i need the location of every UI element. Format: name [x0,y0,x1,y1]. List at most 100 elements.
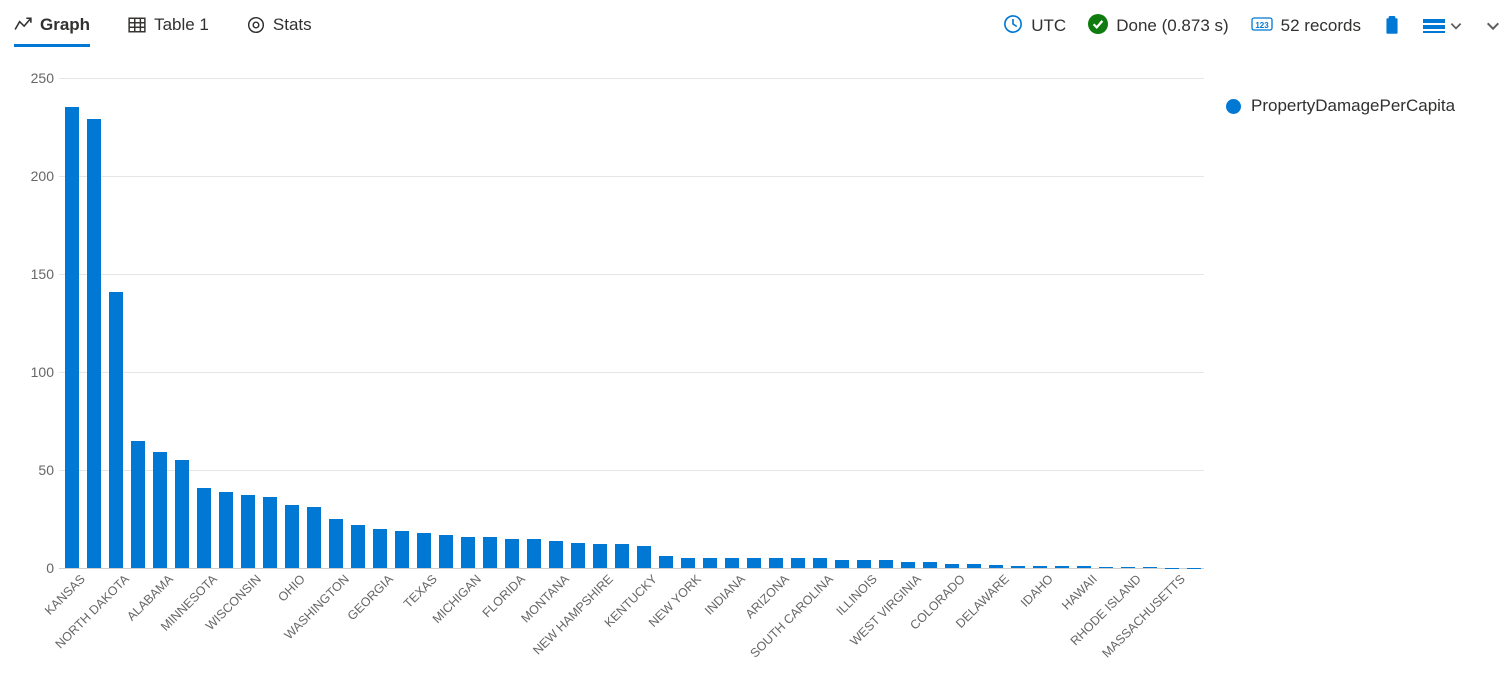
plot-area [58,78,1204,568]
graph-icon [14,16,32,34]
chart-bar[interactable] [505,539,519,568]
chart-container: 050100150200250 KANSASNORTH DAKOTAALABAM… [10,70,1210,670]
chart-bar[interactable] [417,533,431,568]
chart-bar[interactable] [1121,567,1135,568]
chart-bar[interactable] [835,560,849,568]
timezone-label: UTC [1031,16,1066,36]
chart-bar[interactable] [923,562,937,568]
chart-bar[interactable] [725,558,739,568]
gridline [59,274,1204,275]
x-tick-label: GEORGIA [345,572,396,623]
chart-legend[interactable]: PropertyDamagePerCapita [1226,96,1455,116]
chart-bar[interactable] [65,107,79,568]
view-tabs: Graph Table 1 Stats [14,5,312,47]
tab-graph[interactable]: Graph [14,5,90,47]
chart-bar[interactable] [945,564,959,568]
tab-label: Graph [40,15,90,35]
gridline [59,372,1204,373]
chart-bar[interactable] [681,558,695,568]
chart-bar[interactable] [549,541,563,568]
layout-menu-button[interactable] [1423,18,1463,34]
tab-table[interactable]: Table 1 [128,5,209,47]
chart-bar[interactable] [703,558,717,568]
chart-bar[interactable] [483,537,497,568]
chart-bar[interactable] [615,544,629,568]
timezone-indicator[interactable]: UTC [1003,14,1066,39]
chart-bar[interactable] [439,535,453,568]
chart-bar[interactable] [879,560,893,568]
chart-bar[interactable] [659,556,673,568]
y-tick-label: 250 [14,70,54,86]
x-tick-label: SOUTH CAROLINA [747,572,835,660]
x-tick-label: HAWAII [1059,572,1100,613]
chart-bar[interactable] [1143,567,1157,568]
chart-bar[interactable] [219,492,233,568]
query-status: Done (0.873 s) [1088,14,1228,39]
chart-bar[interactable] [329,519,343,568]
y-tick-label: 150 [14,266,54,282]
tab-label: Stats [273,15,312,35]
records-icon: 123 [1251,16,1273,37]
chart-bar[interactable] [263,497,277,568]
chart-bar[interactable] [175,460,189,568]
chart-bar[interactable] [769,558,783,568]
chart-bar[interactable] [571,543,585,568]
x-tick-label: INDIANA [702,572,748,618]
chart-bar[interactable] [351,525,365,568]
chart-bar[interactable] [109,292,123,568]
stats-icon [247,16,265,34]
check-circle-icon [1088,14,1108,39]
chart-bar[interactable] [901,562,915,568]
chart-bar[interactable] [527,539,541,568]
status-label: Done (0.873 s) [1116,16,1228,36]
legend-label: PropertyDamagePerCapita [1251,96,1455,116]
y-tick-label: 0 [14,560,54,576]
chart-bar[interactable] [373,529,387,568]
chart-bar[interactable] [857,560,871,568]
gridline [59,470,1204,471]
clipboard-button[interactable] [1383,16,1401,36]
chart-bar[interactable] [395,531,409,568]
chart-bar[interactable] [87,119,101,568]
y-tick-label: 200 [14,168,54,184]
records-label: 52 records [1281,16,1361,36]
chart-bar[interactable] [1077,566,1091,568]
chart-bar[interactable] [967,564,981,568]
chart-bar[interactable] [989,565,1003,568]
x-tick-label: MASSACHUSETTS [1099,572,1187,660]
table-icon [128,16,146,34]
chart-bar[interactable] [747,558,761,568]
chart-bar[interactable] [637,546,651,568]
chart-bar[interactable] [461,537,475,568]
chart-bar[interactable] [153,452,167,568]
collapse-button[interactable] [1485,18,1501,34]
chart-bar[interactable] [285,505,299,568]
y-tick-label: 50 [14,462,54,478]
chart-bar[interactable] [241,495,255,568]
chart-bar[interactable] [1055,566,1069,568]
chart-bar[interactable] [131,441,145,568]
chart-bar[interactable] [1099,567,1113,568]
x-tick-label: KANSAS [42,572,88,618]
clock-icon [1003,14,1023,39]
chart-bar[interactable] [813,558,827,568]
status-group: UTC Done (0.873 s) 123 52 records [1003,14,1501,39]
chart-bar[interactable] [1033,566,1047,568]
tab-stats[interactable]: Stats [247,5,312,47]
chart-bar[interactable] [791,558,805,568]
record-count: 123 52 records [1251,16,1361,37]
tab-label: Table 1 [154,15,209,35]
legend-marker [1226,99,1241,114]
chart-bar[interactable] [307,507,321,568]
x-tick-label: IDAHO [1018,572,1056,610]
chart-bar[interactable] [593,544,607,568]
y-tick-label: 100 [14,364,54,380]
svg-text:123: 123 [1255,21,1269,30]
x-tick-label: TEXAS [401,572,440,611]
gridline [59,176,1204,177]
gridline [59,568,1204,569]
chart-bar[interactable] [1011,566,1025,568]
results-toolbar: Graph Table 1 Stats [0,0,1511,52]
chart-bar[interactable] [197,488,211,568]
x-tick-label: NEW HAMPSHIRE [530,572,616,658]
